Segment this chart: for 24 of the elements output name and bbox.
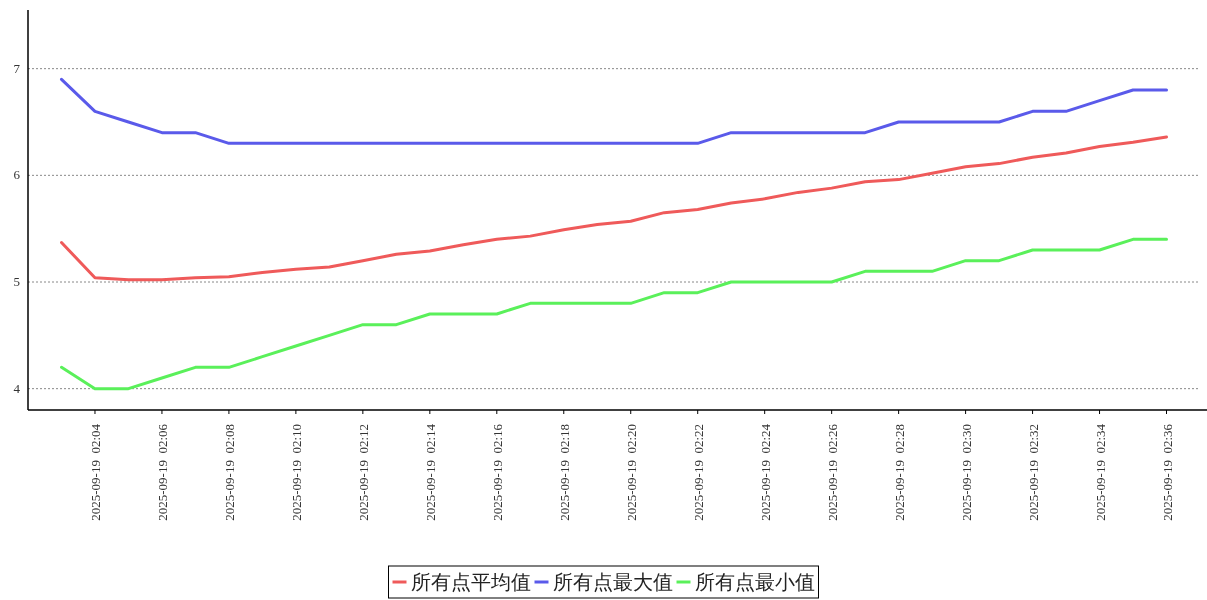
y-tick-label: 4: [13, 380, 21, 396]
legend-label: 所有点最小值: [694, 570, 815, 594]
x-tick-label: 2025-09-19 02:14: [422, 423, 438, 521]
x-tick-label: 2025-09-19 02:28: [891, 424, 907, 521]
x-tick-label: 2025-09-19 02:16: [489, 423, 505, 521]
x-tick-label: 2025-09-19 02:08: [221, 424, 237, 521]
x-tick-label: 2025-09-19 02:34: [1092, 423, 1108, 521]
x-tick-label: 2025-09-19 02:22: [690, 424, 706, 521]
x-tick-label: 2025-09-19 02:26: [824, 423, 840, 521]
x-tick-label: 2025-09-19 02:30: [958, 424, 974, 521]
x-tick-label: 2025-09-19 02:12: [355, 424, 371, 521]
y-tick-label: 5: [13, 274, 20, 289]
x-tick-label: 2025-09-19 02:18: [556, 424, 572, 521]
legend-label: 所有点平均值: [410, 570, 531, 594]
y-tick-label: 7: [13, 60, 21, 76]
x-tick-label: 2025-09-19 02:20: [623, 424, 639, 521]
y-tick-label: 6: [13, 167, 21, 183]
x-tick-label: 2025-09-19 02:32: [1025, 424, 1041, 521]
x-tick-label: 2025-09-19 02:36: [1159, 423, 1175, 521]
x-tick-label: 2025-09-19 02:10: [288, 424, 304, 521]
x-tick-label: 2025-09-19 02:04: [87, 423, 103, 521]
legend-label: 所有点最大值: [552, 570, 673, 594]
x-tick-label: 2025-09-19 02:24: [757, 423, 773, 521]
x-tick-label: 2025-09-19 02:06: [154, 423, 170, 521]
